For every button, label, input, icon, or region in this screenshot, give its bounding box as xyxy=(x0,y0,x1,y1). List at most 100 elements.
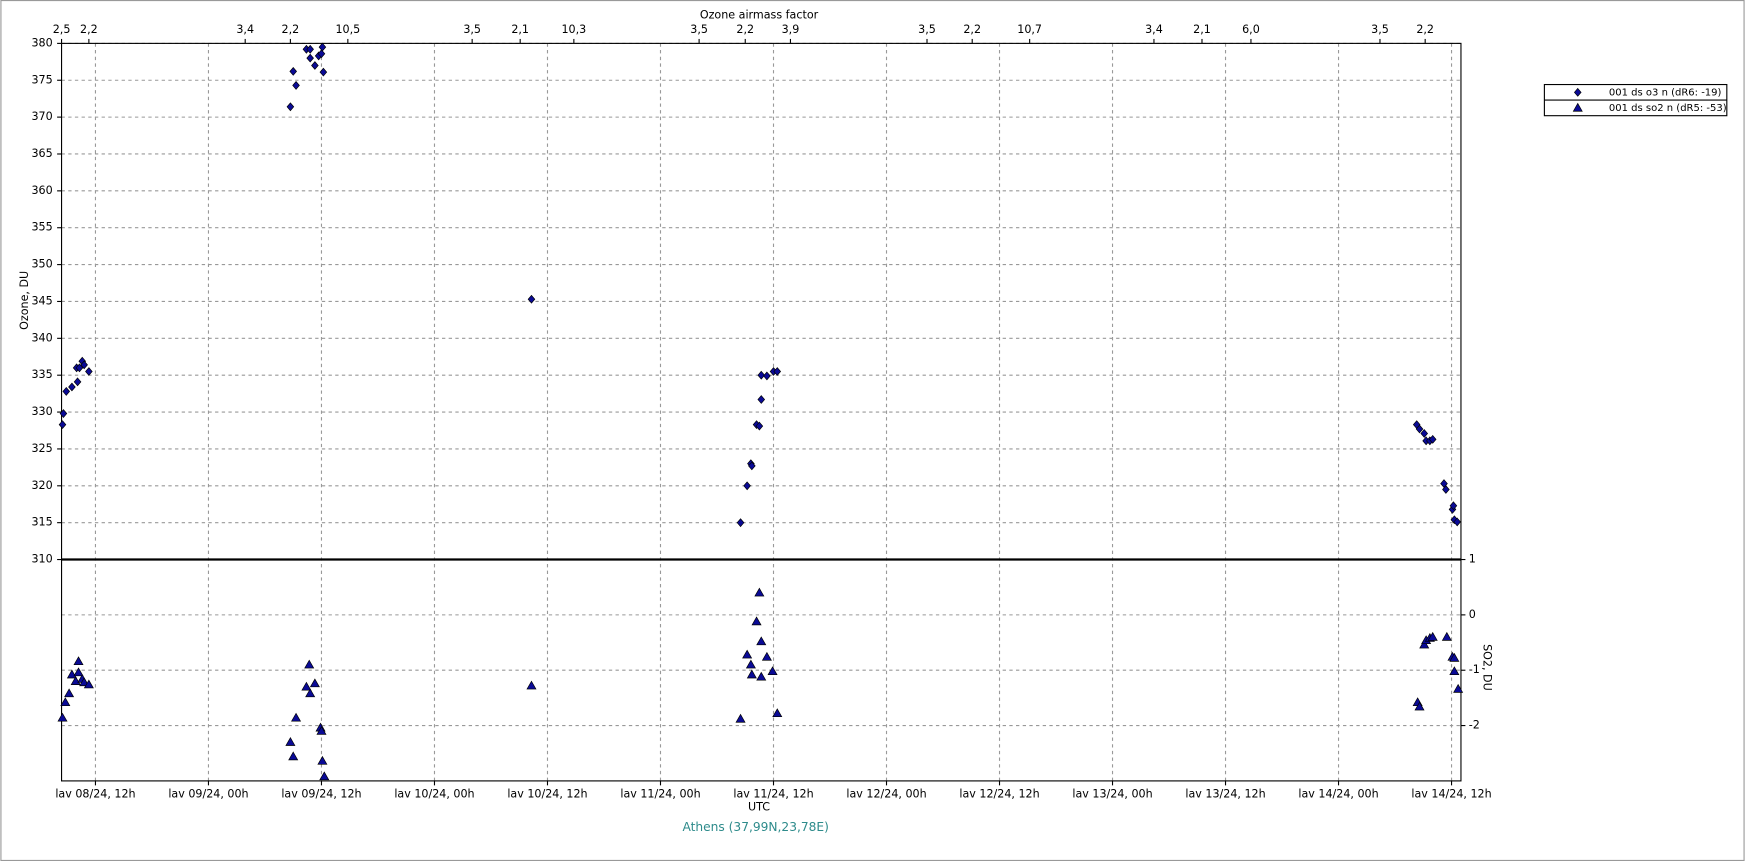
top-tick-label: 10,3 xyxy=(561,23,586,36)
diamond-point xyxy=(286,102,295,112)
triangle-point xyxy=(745,659,756,669)
top-tick-label: 3,5 xyxy=(463,23,481,36)
top-tick-label: 2,2 xyxy=(80,23,98,36)
y-tick-label: 360 xyxy=(31,184,52,197)
triangle-point xyxy=(756,671,767,681)
y-tick-label: 375 xyxy=(31,73,52,86)
triangle-point xyxy=(756,636,767,646)
triangle-point xyxy=(304,659,315,669)
triangle-point xyxy=(83,679,94,689)
y2-tick-label: -1 xyxy=(1469,663,1480,676)
triangle-point xyxy=(1419,639,1430,649)
y2-axis-title: SO2, DU xyxy=(1481,644,1494,691)
diamond-point xyxy=(748,461,756,471)
top-tick-label: 2,2 xyxy=(1416,23,1434,36)
triangle-point xyxy=(291,712,302,722)
diamond-point xyxy=(80,360,88,370)
diamond-point xyxy=(1453,517,1461,527)
triangle-point xyxy=(751,616,762,626)
top-tick-label: 2,2 xyxy=(963,23,981,36)
diamond-point xyxy=(306,53,314,63)
diamond-point xyxy=(62,387,71,396)
top-tick-label: 2,2 xyxy=(736,23,754,36)
y-tick-label: 345 xyxy=(31,294,52,307)
triangle-point xyxy=(767,666,778,676)
x-tick-label: lav 10/24, 00h xyxy=(394,787,474,800)
triangle-point xyxy=(1572,102,1583,112)
triangle-point xyxy=(1449,652,1460,662)
diamond-point xyxy=(311,61,319,70)
diamond-point xyxy=(73,377,82,387)
triangle-point xyxy=(305,688,316,698)
y2-tick-label: 1 xyxy=(1469,553,1476,566)
y-tick-label: 365 xyxy=(31,147,52,160)
legend-label: 001 ds so2 n (dR5: -53) xyxy=(1609,103,1727,114)
triangle-point xyxy=(754,587,765,597)
y-tick-label: 370 xyxy=(31,110,52,123)
top-tick-label: 3,5 xyxy=(1371,23,1389,36)
y-tick-label: 340 xyxy=(31,331,52,344)
top-tick-label: 3,5 xyxy=(918,23,936,36)
diamond-point xyxy=(59,409,68,418)
x-tick-label: lav 11/24, 00h xyxy=(620,787,700,800)
y-tick-label: 380 xyxy=(31,36,52,49)
x-tick-label: lav 08/24, 12h xyxy=(55,787,135,800)
y-tick-label: 355 xyxy=(31,221,52,234)
triangle-point xyxy=(1441,631,1452,641)
diamond-point xyxy=(1449,501,1458,511)
diamond-point xyxy=(68,382,76,392)
diamond-point xyxy=(318,42,327,52)
triangle-point xyxy=(64,688,75,698)
top-tick-label: 3,4 xyxy=(236,23,254,36)
x-axis-title: UTC xyxy=(748,801,770,814)
y-tick-label: 315 xyxy=(31,516,52,529)
x-tick-label: lav 09/24, 00h xyxy=(168,787,248,800)
diamond-point xyxy=(85,367,93,376)
triangle-point xyxy=(742,649,753,659)
x-tick-label: lav 14/24, 12h xyxy=(1411,787,1491,800)
triangle-point xyxy=(1414,701,1425,711)
diamond-point xyxy=(319,67,328,77)
y2-tick-label: 0 xyxy=(1469,608,1476,621)
top-tick-label: 3,5 xyxy=(690,23,708,36)
legend-label: 001 ds o3 n (dR6: -19) xyxy=(1609,87,1722,98)
top-tick-label: 10,5 xyxy=(335,23,360,36)
caption: Athens (37,99N,23,78E) xyxy=(682,820,828,834)
x-tick-label: lav 12/24, 12h xyxy=(959,787,1039,800)
diamond-point xyxy=(1420,429,1429,438)
triangle-point xyxy=(317,755,328,765)
top-tick-label: 6,0 xyxy=(1242,23,1260,36)
top-tick-label: 2,5 xyxy=(53,23,71,36)
triangle-point xyxy=(735,713,746,723)
diamond-point xyxy=(289,66,297,76)
triangle-point xyxy=(288,751,299,761)
top-tick-label: 10,7 xyxy=(1017,23,1042,36)
diamond-point xyxy=(1428,434,1437,444)
diamond-point xyxy=(292,81,300,90)
triangle-point xyxy=(309,678,320,688)
y-tick-label: 320 xyxy=(31,479,52,492)
triangle-point xyxy=(526,680,537,690)
triangle-point xyxy=(319,771,330,781)
triangle-point xyxy=(1453,683,1464,693)
diamond-point xyxy=(773,367,782,376)
top-axis-title: Ozone airmass factor xyxy=(700,9,819,22)
top-tick-label: 2,1 xyxy=(511,23,529,36)
diamond-point xyxy=(1415,424,1424,434)
x-tick-label: lav 14/24, 00h xyxy=(1298,787,1378,800)
diamond-point xyxy=(1573,87,1582,97)
diamond-point xyxy=(757,395,766,404)
triangle-point xyxy=(746,669,757,679)
y-tick-label: 350 xyxy=(31,258,52,271)
triangle-point xyxy=(1449,666,1460,676)
triangle-point xyxy=(761,651,772,661)
triangle-point xyxy=(1427,631,1438,641)
diamond-point xyxy=(755,421,764,431)
diamond-point xyxy=(1442,485,1450,494)
triangle-point xyxy=(57,712,68,722)
top-tick-label: 3,4 xyxy=(1145,23,1163,36)
triangle-point xyxy=(79,677,90,687)
